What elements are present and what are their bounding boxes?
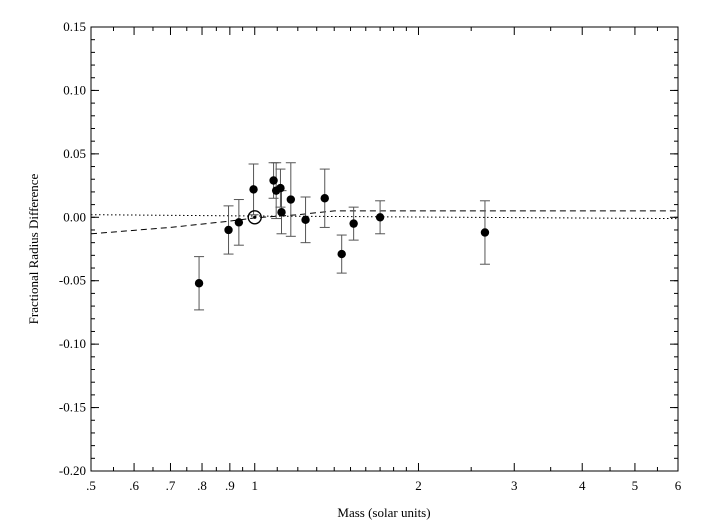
y-axis: 0.15 0.10 0.05 0.00 -0.05 -0.10 -0.15 -0.20 [59,19,678,478]
data-points [194,176,490,288]
x-tick-label: .8 [197,478,207,493]
x-tick-label: 5 [632,478,639,493]
y-axis-title: Fractional Radius Difference [26,173,41,324]
y-tick-label: -0.15 [59,400,86,415]
x-tick-label: 6 [675,478,682,493]
x-tick-label: 3 [511,478,518,493]
x-tick-label: .5 [86,478,96,493]
x-tick-label: .7 [166,478,176,493]
model-curve-dashed [90,210,678,235]
sun-symbol-dot [253,215,257,219]
data-point [224,225,233,235]
y-tick-label: -0.05 [59,273,86,288]
data-point [349,219,358,228]
x-tick-label: .6 [129,478,139,493]
data-point [320,194,329,203]
data-point [269,176,278,185]
data-point [234,218,244,227]
x-tick-label: 4 [579,478,586,493]
x-tick-label: 1 [251,478,258,493]
plot-frame [90,26,679,472]
x-axis: .5 .6 .7 .8 .9 1 2 3 4 5 6 [86,27,682,493]
x-tick-label: 2 [415,478,422,493]
y-tick-label: 0.05 [63,146,86,161]
data-point [277,208,286,217]
y-tick-label: 0.10 [63,82,86,97]
x-axis-title: Mass (solar units) [337,505,430,520]
data-point [286,195,296,204]
y-tick-label: 0.15 [63,19,86,34]
error-bars [194,162,490,311]
data-point [276,183,285,193]
sun-symbol [247,210,262,225]
model-curves [90,210,679,235]
data-point [375,213,385,222]
data-point [194,279,204,288]
data-point [249,185,258,194]
x-tick-label: .9 [225,478,235,493]
data-point [337,249,346,259]
model-curve-dotted [90,214,679,220]
data-point [480,228,490,237]
data-point [301,215,310,225]
y-tick-label: -0.20 [59,463,86,478]
y-tick-label: 0.00 [63,209,86,224]
y-tick-label: -0.10 [59,336,86,351]
